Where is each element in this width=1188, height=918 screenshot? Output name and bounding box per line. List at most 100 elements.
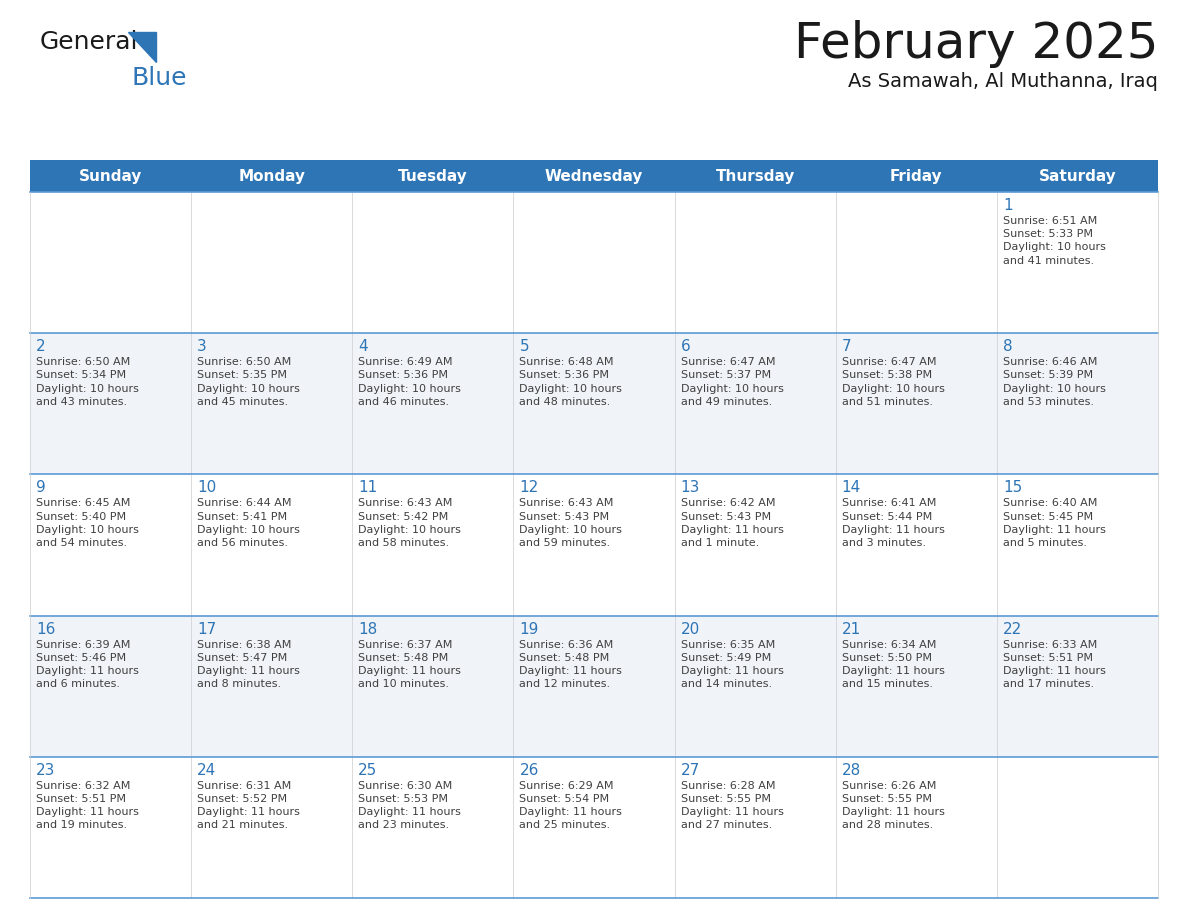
Bar (30, 192, 191, 333)
Text: Sunrise: 6:43 AM
Sunset: 5:42 PM
Daylight: 10 hours
and 58 minutes.: Sunrise: 6:43 AM Sunset: 5:42 PM Dayligh… (359, 498, 461, 548)
Bar (835, 192, 997, 333)
Bar (675, 333, 835, 475)
Text: Sunrise: 6:49 AM
Sunset: 5:36 PM
Daylight: 10 hours
and 46 minutes.: Sunrise: 6:49 AM Sunset: 5:36 PM Dayligh… (359, 357, 461, 407)
Text: Blue: Blue (132, 66, 188, 90)
Text: Monday: Monday (239, 169, 305, 184)
Text: 2: 2 (36, 339, 45, 354)
Text: 3: 3 (197, 339, 207, 354)
Text: 24: 24 (197, 763, 216, 778)
Text: Sunrise: 6:48 AM
Sunset: 5:36 PM
Daylight: 10 hours
and 48 minutes.: Sunrise: 6:48 AM Sunset: 5:36 PM Dayligh… (519, 357, 623, 407)
Text: Sunrise: 6:45 AM
Sunset: 5:40 PM
Daylight: 10 hours
and 54 minutes.: Sunrise: 6:45 AM Sunset: 5:40 PM Dayligh… (36, 498, 139, 548)
Text: Sunrise: 6:33 AM
Sunset: 5:51 PM
Daylight: 11 hours
and 17 minutes.: Sunrise: 6:33 AM Sunset: 5:51 PM Dayligh… (1003, 640, 1106, 689)
Text: Sunrise: 6:26 AM
Sunset: 5:55 PM
Daylight: 11 hours
and 28 minutes.: Sunrise: 6:26 AM Sunset: 5:55 PM Dayligh… (842, 781, 944, 831)
Text: Sunrise: 6:41 AM
Sunset: 5:44 PM
Daylight: 11 hours
and 3 minutes.: Sunrise: 6:41 AM Sunset: 5:44 PM Dayligh… (842, 498, 944, 548)
Bar (675, 756, 835, 898)
Bar (835, 616, 997, 756)
Bar (30, 475, 191, 616)
Text: 6: 6 (681, 339, 690, 354)
Text: 17: 17 (197, 621, 216, 636)
Bar (835, 475, 997, 616)
Text: Sunrise: 6:29 AM
Sunset: 5:54 PM
Daylight: 11 hours
and 25 minutes.: Sunrise: 6:29 AM Sunset: 5:54 PM Dayligh… (519, 781, 623, 831)
Text: Tuesday: Tuesday (398, 169, 468, 184)
Text: 8: 8 (1003, 339, 1012, 354)
Bar (997, 333, 1158, 475)
Bar (353, 192, 513, 333)
Text: 14: 14 (842, 480, 861, 496)
Bar (997, 475, 1158, 616)
Text: Sunrise: 6:47 AM
Sunset: 5:37 PM
Daylight: 10 hours
and 49 minutes.: Sunrise: 6:47 AM Sunset: 5:37 PM Dayligh… (681, 357, 783, 407)
Bar (353, 756, 513, 898)
Text: Sunrise: 6:47 AM
Sunset: 5:38 PM
Daylight: 10 hours
and 51 minutes.: Sunrise: 6:47 AM Sunset: 5:38 PM Dayligh… (842, 357, 944, 407)
Bar (675, 616, 835, 756)
Text: 7: 7 (842, 339, 852, 354)
Text: 23: 23 (36, 763, 56, 778)
Text: 10: 10 (197, 480, 216, 496)
Bar (353, 616, 513, 756)
Text: Wednesday: Wednesday (545, 169, 643, 184)
Text: 26: 26 (519, 763, 539, 778)
Text: Sunrise: 6:44 AM
Sunset: 5:41 PM
Daylight: 10 hours
and 56 minutes.: Sunrise: 6:44 AM Sunset: 5:41 PM Dayligh… (197, 498, 301, 548)
Text: Sunrise: 6:43 AM
Sunset: 5:43 PM
Daylight: 10 hours
and 59 minutes.: Sunrise: 6:43 AM Sunset: 5:43 PM Dayligh… (519, 498, 623, 548)
Bar (997, 616, 1158, 756)
Bar (191, 475, 353, 616)
Text: 11: 11 (359, 480, 378, 496)
Text: February 2025: February 2025 (794, 20, 1158, 68)
Text: 12: 12 (519, 480, 538, 496)
Text: 1: 1 (1003, 198, 1012, 213)
Text: 16: 16 (36, 621, 56, 636)
Bar (513, 756, 675, 898)
Bar (513, 333, 675, 475)
Text: 27: 27 (681, 763, 700, 778)
Text: As Samawah, Al Muthanna, Iraq: As Samawah, Al Muthanna, Iraq (848, 72, 1158, 91)
Text: Sunday: Sunday (78, 169, 143, 184)
Bar (30, 616, 191, 756)
Text: Sunrise: 6:40 AM
Sunset: 5:45 PM
Daylight: 11 hours
and 5 minutes.: Sunrise: 6:40 AM Sunset: 5:45 PM Dayligh… (1003, 498, 1106, 548)
Text: Saturday: Saturday (1038, 169, 1117, 184)
Bar (353, 333, 513, 475)
Bar (30, 756, 191, 898)
Bar (513, 616, 675, 756)
Text: Friday: Friday (890, 169, 942, 184)
Text: Sunrise: 6:37 AM
Sunset: 5:48 PM
Daylight: 11 hours
and 10 minutes.: Sunrise: 6:37 AM Sunset: 5:48 PM Dayligh… (359, 640, 461, 689)
Text: Sunrise: 6:34 AM
Sunset: 5:50 PM
Daylight: 11 hours
and 15 minutes.: Sunrise: 6:34 AM Sunset: 5:50 PM Dayligh… (842, 640, 944, 689)
Bar (675, 475, 835, 616)
Text: Sunrise: 6:38 AM
Sunset: 5:47 PM
Daylight: 11 hours
and 8 minutes.: Sunrise: 6:38 AM Sunset: 5:47 PM Dayligh… (197, 640, 301, 689)
Bar (835, 756, 997, 898)
Text: 20: 20 (681, 621, 700, 636)
Bar (191, 333, 353, 475)
Text: 18: 18 (359, 621, 378, 636)
Text: 21: 21 (842, 621, 861, 636)
Bar (513, 192, 675, 333)
Text: 9: 9 (36, 480, 46, 496)
Text: Sunrise: 6:28 AM
Sunset: 5:55 PM
Daylight: 11 hours
and 27 minutes.: Sunrise: 6:28 AM Sunset: 5:55 PM Dayligh… (681, 781, 783, 831)
Text: Sunrise: 6:50 AM
Sunset: 5:34 PM
Daylight: 10 hours
and 43 minutes.: Sunrise: 6:50 AM Sunset: 5:34 PM Dayligh… (36, 357, 139, 407)
Bar (191, 756, 353, 898)
Text: 13: 13 (681, 480, 700, 496)
Text: Sunrise: 6:36 AM
Sunset: 5:48 PM
Daylight: 11 hours
and 12 minutes.: Sunrise: 6:36 AM Sunset: 5:48 PM Dayligh… (519, 640, 623, 689)
Text: 5: 5 (519, 339, 529, 354)
Text: 15: 15 (1003, 480, 1022, 496)
Text: Sunrise: 6:32 AM
Sunset: 5:51 PM
Daylight: 11 hours
and 19 minutes.: Sunrise: 6:32 AM Sunset: 5:51 PM Dayligh… (36, 781, 139, 831)
Bar (191, 616, 353, 756)
Text: Thursday: Thursday (715, 169, 795, 184)
Text: Sunrise: 6:39 AM
Sunset: 5:46 PM
Daylight: 11 hours
and 6 minutes.: Sunrise: 6:39 AM Sunset: 5:46 PM Dayligh… (36, 640, 139, 689)
Text: Sunrise: 6:51 AM
Sunset: 5:33 PM
Daylight: 10 hours
and 41 minutes.: Sunrise: 6:51 AM Sunset: 5:33 PM Dayligh… (1003, 216, 1106, 265)
Bar (30, 333, 191, 475)
Text: General: General (40, 30, 139, 54)
Bar (997, 192, 1158, 333)
Text: 28: 28 (842, 763, 861, 778)
Text: 25: 25 (359, 763, 378, 778)
Bar (513, 475, 675, 616)
Polygon shape (128, 32, 156, 62)
Text: Sunrise: 6:42 AM
Sunset: 5:43 PM
Daylight: 11 hours
and 1 minute.: Sunrise: 6:42 AM Sunset: 5:43 PM Dayligh… (681, 498, 783, 548)
Text: 4: 4 (359, 339, 368, 354)
Text: 22: 22 (1003, 621, 1022, 636)
Text: Sunrise: 6:30 AM
Sunset: 5:53 PM
Daylight: 11 hours
and 23 minutes.: Sunrise: 6:30 AM Sunset: 5:53 PM Dayligh… (359, 781, 461, 831)
Bar (675, 192, 835, 333)
Bar (191, 192, 353, 333)
Bar (997, 756, 1158, 898)
Text: 19: 19 (519, 621, 539, 636)
Text: Sunrise: 6:35 AM
Sunset: 5:49 PM
Daylight: 11 hours
and 14 minutes.: Sunrise: 6:35 AM Sunset: 5:49 PM Dayligh… (681, 640, 783, 689)
Text: Sunrise: 6:31 AM
Sunset: 5:52 PM
Daylight: 11 hours
and 21 minutes.: Sunrise: 6:31 AM Sunset: 5:52 PM Dayligh… (197, 781, 301, 831)
Text: Sunrise: 6:50 AM
Sunset: 5:35 PM
Daylight: 10 hours
and 45 minutes.: Sunrise: 6:50 AM Sunset: 5:35 PM Dayligh… (197, 357, 301, 407)
